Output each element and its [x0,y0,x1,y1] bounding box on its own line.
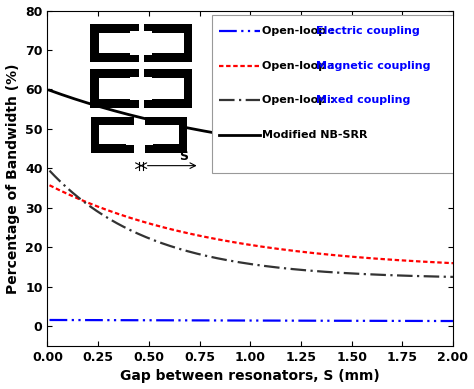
Text: Open-loop :: Open-loop : [263,26,339,36]
FancyBboxPatch shape [212,15,454,173]
Text: Modified NB-SRR: Modified NB-SRR [263,130,368,140]
Text: Open-loop :: Open-loop : [263,61,339,70]
Text: Electric coupling: Electric coupling [316,26,419,36]
Y-axis label: Percentage of Bandwidth (%): Percentage of Bandwidth (%) [6,63,19,294]
Text: Magnetic coupling: Magnetic coupling [316,61,430,70]
X-axis label: Gap between resonators, S (mm): Gap between resonators, S (mm) [120,370,380,384]
Text: Open-loop :: Open-loop : [263,95,339,105]
Text: Mixed coupling: Mixed coupling [316,95,410,105]
